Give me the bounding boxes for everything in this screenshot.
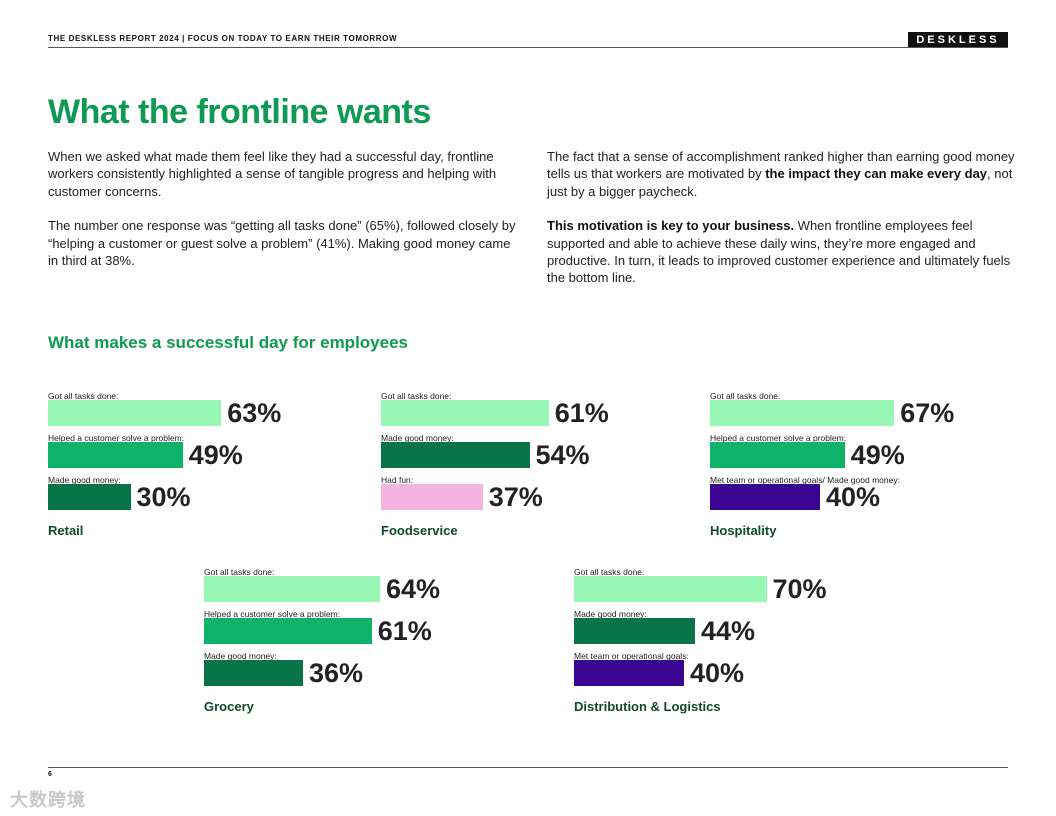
bar-category-label: Helped a customer solve a problem: bbox=[204, 609, 341, 619]
bar-chart-2: Got all tasks done: 67% Helped a customer … bbox=[710, 391, 1040, 538]
emphasis-text: This motivation is key to your business. bbox=[547, 218, 795, 234]
bar-value-label: 40% bbox=[690, 658, 745, 688]
intro-paragraph: The fact that a sense of accomplishment … bbox=[547, 148, 1017, 200]
bar bbox=[204, 618, 372, 644]
bar-value-label: 61% bbox=[554, 398, 609, 428]
bar-row: Got all tasks done: 67% bbox=[710, 391, 1040, 433]
bar-row: Got all tasks done: 70% bbox=[574, 567, 904, 609]
bar-category-label: Made good money: bbox=[574, 609, 647, 619]
bar-row: Got all tasks done: 61% bbox=[381, 391, 711, 433]
bar-category-label: Made good money: bbox=[204, 651, 277, 661]
bar-chart-0: Got all tasks done: 63% Helped a customer … bbox=[48, 391, 378, 538]
bar-category-label: Made good money: bbox=[381, 433, 454, 443]
bar-category-label: Met team or operational goals/ Made good… bbox=[710, 475, 900, 485]
bar-row: Helped a customer solve a problem: 49% bbox=[48, 433, 378, 475]
bar bbox=[710, 442, 845, 468]
text-run: , not just by a bigger paycheck. bbox=[547, 166, 1013, 199]
segment-name: Grocery bbox=[204, 699, 254, 714]
bar-value-label: 40% bbox=[826, 482, 881, 512]
bar bbox=[48, 442, 183, 468]
bar-row: Met team or operational goals: 40% bbox=[574, 651, 904, 693]
intro-paragraph: When we asked what made them feel like t… bbox=[48, 149, 497, 199]
bar bbox=[204, 660, 303, 686]
bar-value-label: 36% bbox=[309, 658, 364, 688]
bar-value-label: 30% bbox=[136, 482, 191, 512]
top-divider bbox=[48, 47, 1008, 48]
bar bbox=[574, 576, 767, 602]
bar-category-label: Made good money: bbox=[48, 475, 121, 485]
bar-value-label: 61% bbox=[377, 616, 432, 646]
bar bbox=[381, 442, 530, 468]
bar-chart-1: Got all tasks done: 61% Made good money: 54… bbox=[381, 391, 711, 538]
intro-left-column: When we asked what made them feel like t… bbox=[48, 148, 518, 286]
segment-name: Hospitality bbox=[710, 523, 777, 538]
bar-value-label: 63% bbox=[227, 398, 282, 428]
bar-row: Made good money: 44% bbox=[574, 609, 904, 651]
intro-right-column: The fact that a sense of accomplishment … bbox=[547, 148, 1017, 304]
bar-value-label: 44% bbox=[701, 616, 756, 646]
bar-value-label: 49% bbox=[850, 440, 905, 470]
bar bbox=[710, 400, 895, 426]
bar-category-label: Met team or operational goals: bbox=[574, 651, 689, 661]
bar bbox=[204, 576, 380, 602]
section-title: What makes a successful day for employee… bbox=[48, 333, 408, 352]
bar-value-label: 67% bbox=[900, 398, 955, 428]
bar-chart-4: Got all tasks done: 70% Made good money: 44… bbox=[574, 567, 904, 714]
bar-category-label: Got all tasks done: bbox=[204, 567, 275, 577]
page-title: What the frontline wants bbox=[48, 93, 431, 131]
bar-row: Got all tasks done: 63% bbox=[48, 391, 378, 433]
bar-category-label: Got all tasks done: bbox=[381, 391, 452, 401]
bar-category-label: Got all tasks done: bbox=[48, 391, 119, 401]
bar bbox=[574, 660, 684, 686]
bar-category-label: Helped a customer solve a problem: bbox=[48, 433, 185, 443]
segment-name: Retail bbox=[48, 523, 84, 538]
bar-row: Made good money: 36% bbox=[204, 651, 534, 693]
bar-value-label: 37% bbox=[488, 482, 543, 512]
bar bbox=[381, 400, 549, 426]
bar bbox=[48, 484, 131, 510]
bar-row: Got all tasks done: 64% bbox=[204, 567, 534, 609]
bar-chart-3: Got all tasks done: 64% Helped a customer … bbox=[204, 567, 534, 714]
bar-category-label: Got all tasks done: bbox=[574, 567, 645, 577]
watermark: 大数跨境 bbox=[10, 790, 86, 810]
bar-category-label: Had fun: bbox=[381, 475, 414, 485]
bar bbox=[574, 618, 695, 644]
text-run: When frontline employees feel supported … bbox=[547, 218, 1011, 286]
bar bbox=[381, 484, 483, 510]
bar-row: Made good money: 30% bbox=[48, 475, 378, 517]
bar-row: Made good money: 54% bbox=[381, 433, 711, 475]
bar-row: Helped a customer solve a problem: 49% bbox=[710, 433, 1040, 475]
bar-row: Had fun: 37% bbox=[381, 475, 711, 517]
bar-value-label: 70% bbox=[772, 574, 827, 604]
bar bbox=[48, 400, 222, 426]
report-header: THE DESKLESS REPORT 2024 | FOCUS ON TODA… bbox=[48, 34, 398, 43]
emphasis-text: the impact they can make every day bbox=[765, 166, 988, 182]
bar-row: Helped a customer solve a problem: 61% bbox=[204, 609, 534, 651]
bar-value-label: 49% bbox=[188, 440, 243, 470]
segment-name: Distribution & Logistics bbox=[574, 699, 721, 714]
bar-category-label: Helped a customer solve a problem: bbox=[710, 433, 847, 443]
page-number: 6 bbox=[48, 771, 52, 778]
text-run: The fact that a sense of accomplishment … bbox=[547, 149, 1015, 182]
bar bbox=[710, 484, 820, 510]
bar-category-label: Got all tasks done: bbox=[710, 391, 781, 401]
bar-row: Met team or operational goals/ Made good… bbox=[710, 475, 1040, 517]
bar-value-label: 54% bbox=[535, 440, 590, 470]
intro-paragraph: The number one response was “getting all… bbox=[48, 218, 516, 269]
bottom-divider bbox=[48, 767, 1008, 768]
bar-value-label: 64% bbox=[386, 574, 441, 604]
brand-logo: DESKLESS bbox=[908, 32, 1008, 48]
intro-paragraph: This motivation is key to your business.… bbox=[547, 217, 1017, 287]
segment-name: Foodservice bbox=[381, 523, 458, 538]
